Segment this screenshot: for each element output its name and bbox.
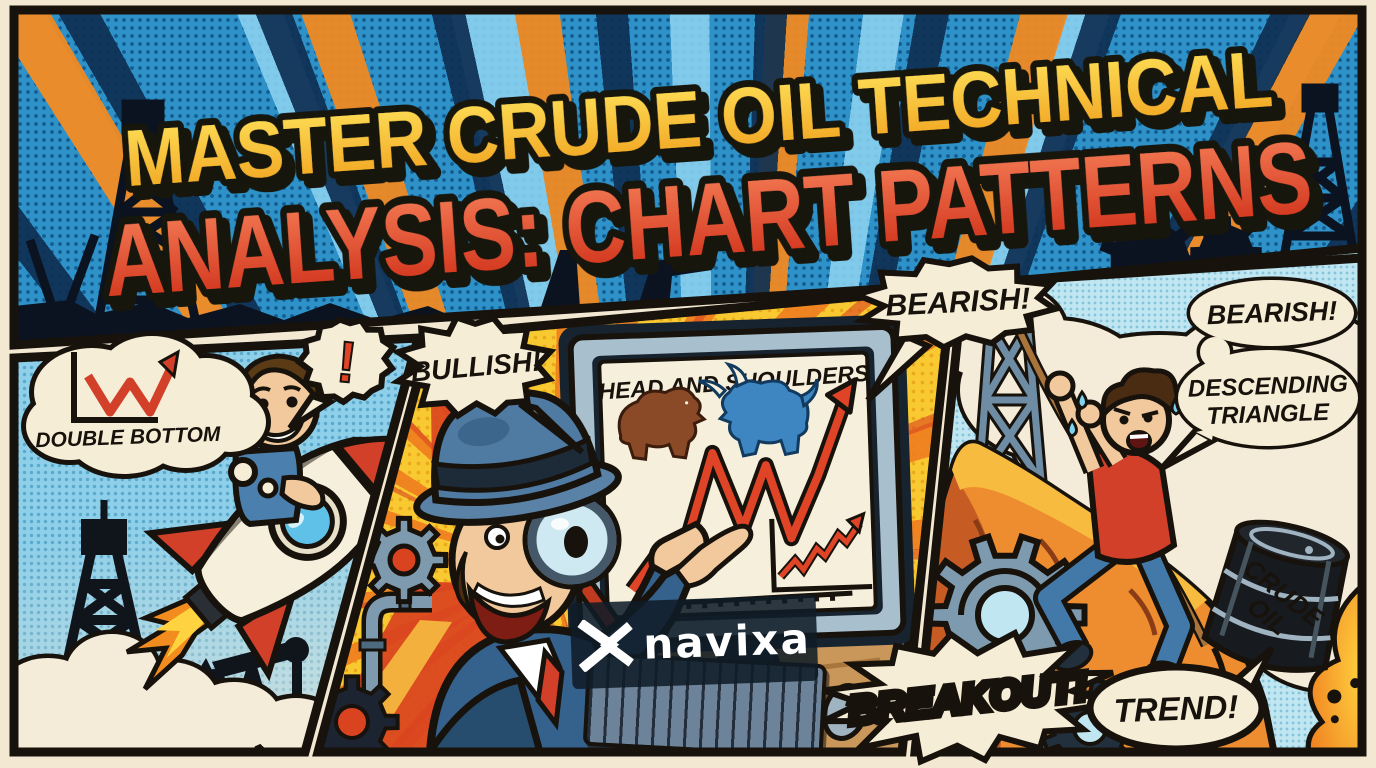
navixa-logo-icon: [577, 618, 635, 673]
brand-name: navixa: [642, 613, 812, 669]
brand-watermark: navixa: [569, 594, 819, 690]
